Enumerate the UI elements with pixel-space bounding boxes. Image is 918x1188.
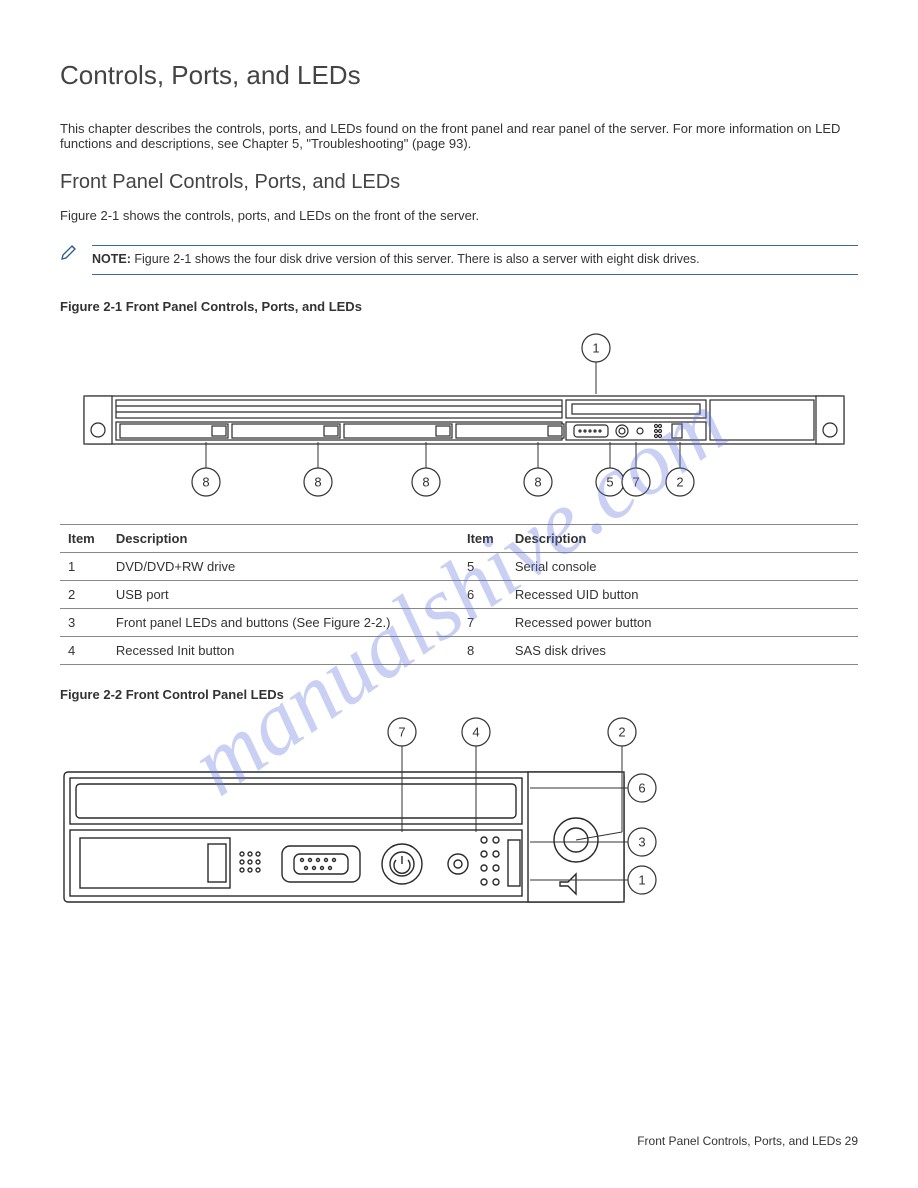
cell-desc: Front panel LEDs and buttons (See Figure…	[108, 609, 459, 637]
section-heading-front: Front Panel Controls, Ports, and LEDs	[60, 171, 858, 194]
note-rule-bottom	[92, 274, 858, 275]
note-box: NOTE: Figure 2-1 shows the four disk dri…	[60, 241, 858, 279]
th-item2: Item	[459, 525, 507, 553]
table-row: 3Front panel LEDs and buttons (See Figur…	[60, 609, 858, 637]
page-footer: Front Panel Controls, Ports, and LEDs 29	[637, 1134, 858, 1148]
svg-text:2: 2	[676, 475, 683, 490]
th-item: Item	[60, 525, 108, 553]
note-rule-top	[92, 245, 858, 246]
svg-text:5: 5	[606, 475, 613, 490]
th-desc2: Description	[507, 525, 858, 553]
cell-item: 6	[459, 581, 507, 609]
th-desc: Description	[108, 525, 459, 553]
component-table: Item Description Item Description 1DVD/D…	[60, 524, 858, 665]
cell-desc: Serial console	[507, 553, 858, 581]
svg-text:1: 1	[592, 341, 599, 356]
svg-text:4: 4	[472, 725, 479, 740]
cell-item: 8	[459, 637, 507, 665]
cell-desc: SAS disk drives	[507, 637, 858, 665]
front-paragraph: Figure 2-1 shows the controls, ports, an…	[60, 208, 858, 223]
table-row: 2USB port6Recessed UID button	[60, 581, 858, 609]
cell-item: 3	[60, 609, 108, 637]
figure-2-caption: Figure 2-2 Front Control Panel LEDs	[60, 687, 858, 702]
figure-1-caption: Figure 2-1 Front Panel Controls, Ports, …	[60, 299, 858, 314]
cell-item: 2	[60, 581, 108, 609]
svg-text:8: 8	[314, 475, 321, 490]
svg-text:7: 7	[398, 725, 405, 740]
svg-text:8: 8	[534, 475, 541, 490]
cell-item: 4	[60, 637, 108, 665]
table-header-row: Item Description Item Description	[60, 525, 858, 553]
cell-desc: Recessed Init button	[108, 637, 459, 665]
page-title: Controls, Ports, and LEDs	[60, 60, 858, 91]
cell-item: 5	[459, 553, 507, 581]
cell-desc: Recessed power button	[507, 609, 858, 637]
svg-text:6: 6	[638, 781, 645, 796]
figure-1-diagram: 1 8 8 8 8 5 7 2	[60, 324, 858, 514]
pencil-icon	[60, 241, 82, 266]
svg-text:3: 3	[638, 835, 645, 850]
cell-desc: DVD/DVD+RW drive	[108, 553, 459, 581]
cell-desc: USB port	[108, 581, 459, 609]
note-text: NOTE: Figure 2-1 shows the four disk dri…	[92, 250, 858, 270]
cell-item: 1	[60, 553, 108, 581]
svg-text:1: 1	[638, 873, 645, 888]
intro-paragraph: This chapter describes the controls, por…	[60, 121, 858, 151]
page-content: Controls, Ports, and LEDs This chapter d…	[0, 0, 918, 972]
svg-text:7: 7	[632, 475, 639, 490]
figure-2-diagram: 7 4 2 6 3 1	[60, 712, 858, 922]
svg-text:8: 8	[202, 475, 209, 490]
svg-text:2: 2	[618, 725, 625, 740]
table-row: 1DVD/DVD+RW drive5Serial console	[60, 553, 858, 581]
svg-text:8: 8	[422, 475, 429, 490]
cell-item: 7	[459, 609, 507, 637]
table-row: 4Recessed Init button8SAS disk drives	[60, 637, 858, 665]
cell-desc: Recessed UID button	[507, 581, 858, 609]
